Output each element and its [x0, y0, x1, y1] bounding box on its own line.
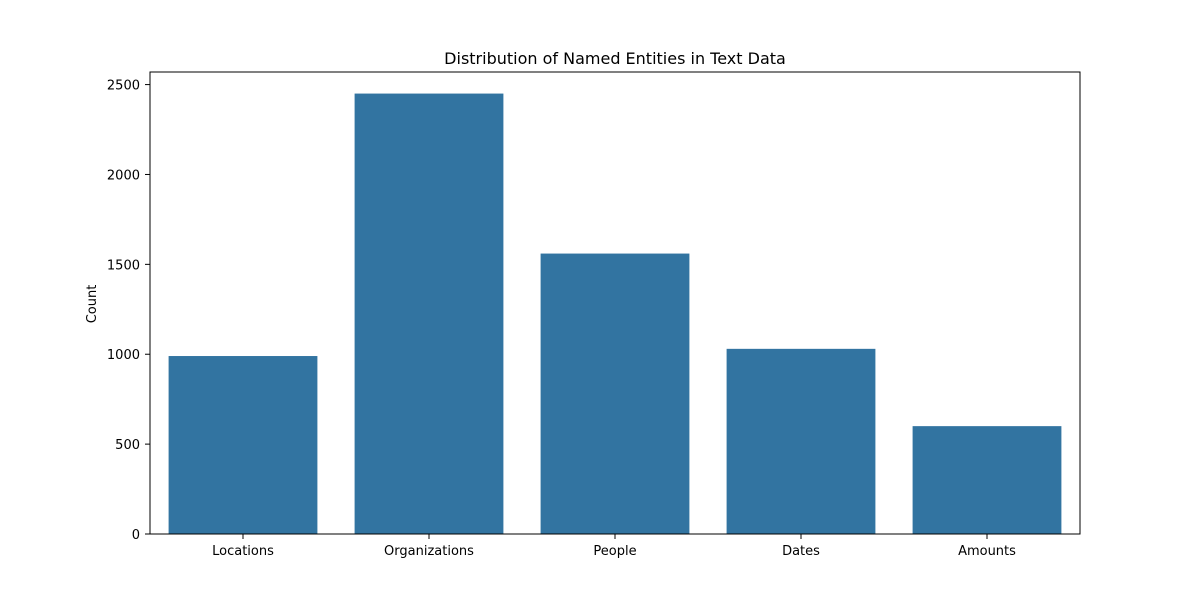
x-tick-label: Amounts: [958, 544, 1016, 559]
y-axis-title: Count: [85, 285, 100, 324]
bars-group: [168, 93, 1062, 534]
y-tick-label: 2500: [107, 79, 140, 94]
bar-amounts: [912, 426, 1062, 534]
y-tick-label: 1000: [107, 348, 140, 363]
chart-title: Distribution of Named Entities in Text D…: [444, 49, 786, 68]
plot-frame: [149, 71, 1081, 535]
x-tick-label: Locations: [212, 544, 274, 559]
bar-people: [540, 253, 690, 534]
y-tick-label: 500: [115, 438, 140, 453]
x-axis: Locations Organizations People Dates Amounts: [212, 534, 1016, 559]
y-tick-label: 0: [132, 528, 140, 543]
y-axis: 0 500 1000 1500 2000 2500: [107, 79, 150, 543]
y-tick-label: 2000: [107, 168, 140, 183]
y-tick-label: 1500: [107, 258, 140, 273]
x-tick-label: Dates: [782, 544, 820, 559]
x-tick-label: Organizations: [384, 544, 474, 559]
bar-organizations: [354, 93, 504, 534]
x-tick-label: People: [593, 544, 636, 559]
bar-locations: [168, 356, 318, 534]
bar-dates: [726, 348, 876, 534]
